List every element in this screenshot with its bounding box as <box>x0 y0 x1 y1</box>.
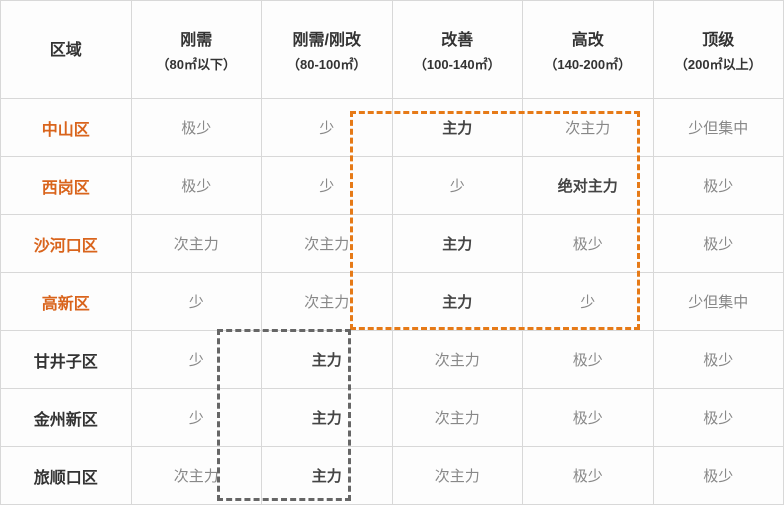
cell: 少 <box>262 157 393 215</box>
cell: 极少 <box>523 447 654 505</box>
table-row: 旅顺口区次主力主力次主力极少极少 <box>1 447 784 505</box>
table-row: 沙河口区次主力次主力主力极少极少 <box>1 215 784 273</box>
cell: 极少 <box>653 331 784 389</box>
col-header-4: 高改 （140-200㎡） <box>523 1 654 99</box>
cell: 少 <box>131 389 262 447</box>
col-header-main: 刚需/刚改 <box>264 26 390 50</box>
cell: 极少 <box>523 389 654 447</box>
cell: 少但集中 <box>653 99 784 157</box>
col-header-5: 顶级 （200㎡以上） <box>653 1 784 99</box>
table-row: 高新区少次主力主力少少但集中 <box>1 273 784 331</box>
cell: 少但集中 <box>653 273 784 331</box>
cell: 极少 <box>653 215 784 273</box>
row-label: 西岗区 <box>1 157 132 215</box>
col-header-sub: （200㎡以上） <box>656 54 782 73</box>
table-row: 甘井子区少主力次主力极少极少 <box>1 331 784 389</box>
table-row: 中山区极少少主力次主力少但集中 <box>1 99 784 157</box>
cell: 少 <box>131 273 262 331</box>
cell: 次主力 <box>262 215 393 273</box>
table-row: 金州新区少主力次主力极少极少 <box>1 389 784 447</box>
cell: 主力 <box>262 389 393 447</box>
col-header-0: 区域 <box>1 1 132 99</box>
cell: 次主力 <box>392 331 523 389</box>
cell: 少 <box>131 331 262 389</box>
cell: 极少 <box>653 447 784 505</box>
cell: 主力 <box>392 99 523 157</box>
col-header-sub: （80㎡以下） <box>134 54 260 73</box>
cell: 极少 <box>131 99 262 157</box>
cell: 次主力 <box>262 273 393 331</box>
col-header-2: 刚需/刚改 （80-100㎡） <box>262 1 393 99</box>
cell: 极少 <box>653 157 784 215</box>
col-header-main: 改善 <box>395 26 521 50</box>
cell: 次主力 <box>131 215 262 273</box>
cell: 次主力 <box>392 447 523 505</box>
cell: 少 <box>262 99 393 157</box>
row-label: 甘井子区 <box>1 331 132 389</box>
cell: 主力 <box>262 331 393 389</box>
cell: 极少 <box>653 389 784 447</box>
col-header-main: 顶级 <box>656 26 782 50</box>
row-label: 金州新区 <box>1 389 132 447</box>
cell: 次主力 <box>392 389 523 447</box>
cell: 极少 <box>523 331 654 389</box>
cell: 极少 <box>131 157 262 215</box>
table-body: 中山区极少少主力次主力少但集中西岗区极少少少绝对主力极少沙河口区次主力次主力主力… <box>1 99 784 505</box>
col-header-sub: （140-200㎡） <box>525 54 651 73</box>
table-row: 西岗区极少少少绝对主力极少 <box>1 157 784 215</box>
col-header-sub: （80-100㎡） <box>264 54 390 73</box>
cell: 主力 <box>392 215 523 273</box>
col-header-3: 改善 （100-140㎡） <box>392 1 523 99</box>
col-header-main: 刚需 <box>134 26 260 50</box>
col-header-1: 刚需 （80㎡以下） <box>131 1 262 99</box>
cell: 绝对主力 <box>523 157 654 215</box>
cell: 少 <box>392 157 523 215</box>
table-container: 区域刚需 （80㎡以下）刚需/刚改 （80-100㎡） 改善 （100-140㎡）高改 （… <box>0 0 784 502</box>
col-header-main: 高改 <box>525 26 651 50</box>
col-header-main: 区域 <box>3 36 129 60</box>
cell: 极少 <box>523 215 654 273</box>
cell: 少 <box>523 273 654 331</box>
col-header-sub: （100-140㎡） <box>395 54 521 73</box>
row-label: 高新区 <box>1 273 132 331</box>
header-row: 区域刚需 （80㎡以下）刚需/刚改 （80-100㎡） 改善 （100-140㎡）高改 （… <box>1 1 784 99</box>
row-label: 中山区 <box>1 99 132 157</box>
cell: 主力 <box>262 447 393 505</box>
housing-segment-table: 区域刚需 （80㎡以下）刚需/刚改 （80-100㎡） 改善 （100-140㎡）高改 （… <box>0 0 784 505</box>
cell: 次主力 <box>131 447 262 505</box>
cell: 主力 <box>392 273 523 331</box>
cell: 次主力 <box>523 99 654 157</box>
row-label: 沙河口区 <box>1 215 132 273</box>
row-label: 旅顺口区 <box>1 447 132 505</box>
